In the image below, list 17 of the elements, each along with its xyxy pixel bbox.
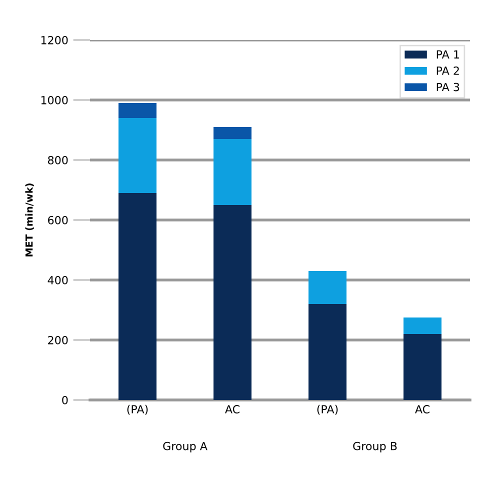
x-tick-label: (PA) bbox=[317, 404, 338, 415]
y-tick-label: 200 bbox=[48, 336, 68, 344]
y-axis-title: MET (min/wk) bbox=[25, 184, 34, 256]
y-tick-label: 600 bbox=[48, 216, 68, 224]
text: Group B bbox=[353, 442, 397, 452]
y-tick-label: 0 bbox=[62, 396, 68, 404]
x-tick-label: AC bbox=[225, 405, 240, 414]
y-tick-label: 1000 bbox=[41, 96, 68, 104]
y-tick-label: 1200 bbox=[41, 36, 68, 44]
text: Group A bbox=[163, 442, 208, 452]
x-tick-label: AC bbox=[415, 405, 430, 414]
legend-label: PA 1 bbox=[436, 50, 459, 58]
y-tick-label: 800 bbox=[48, 156, 68, 164]
x-tick-label: (PA) bbox=[127, 404, 148, 415]
legend-label: PA 2 bbox=[436, 66, 459, 75]
legend-label: PA 3 bbox=[436, 82, 460, 92]
y-tick-label: 400 bbox=[48, 276, 68, 284]
